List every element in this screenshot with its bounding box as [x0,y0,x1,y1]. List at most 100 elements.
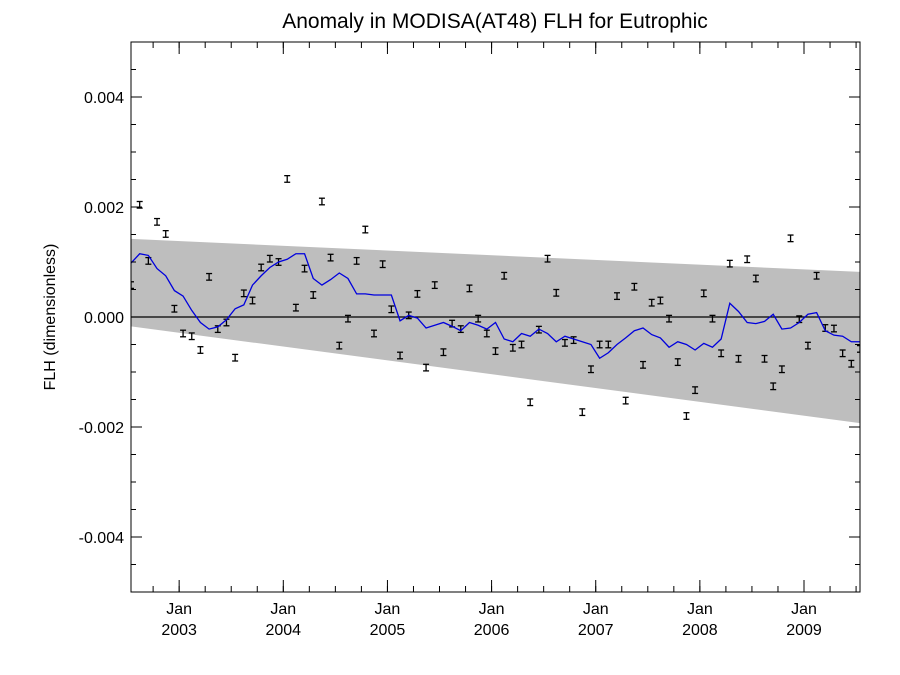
error-bar-point [206,272,213,281]
error-bar-point [718,349,725,358]
error-bar-point [197,346,204,354]
y-tick-label: -0.004 [79,530,124,547]
error-bar-point [518,340,525,349]
error-bar-point [570,336,577,345]
y-tick-label: 0.000 [84,310,124,327]
error-bar-point [397,351,404,360]
x-tick-year-label: 2003 [161,622,197,639]
x-tick-year-label: 2008 [682,622,718,639]
error-bar-point [813,271,820,280]
error-bar-point [596,340,603,349]
error-bar-point [232,353,239,362]
error-bar-point [509,343,516,352]
error-bar-point [431,281,438,290]
error-bar-point [544,254,551,263]
plot-area [131,174,860,424]
error-bar-point [657,296,664,305]
error-bar-point [131,281,134,290]
x-tick-year-label: 2006 [474,622,510,639]
error-bar-point [744,255,751,264]
error-bar-point [735,354,742,363]
error-bar-point [440,348,447,357]
error-bar-point [258,263,265,272]
x-tick-year-label: 2009 [786,622,822,639]
error-bar-point [501,271,508,280]
error-bar-point [770,382,777,391]
error-bar-series [131,174,860,420]
chart-title: Anomaly in MODISA(AT48) FLH for Eutrophi… [282,10,708,33]
error-bar-point [640,360,647,369]
error-bar-point [527,398,534,407]
error-bar-point [839,349,846,358]
smoothed-line [131,253,860,360]
error-bar-point [344,314,351,323]
error-bar-point [666,314,673,323]
x-tick-month-label: Jan [583,601,609,618]
error-bar-point [362,225,369,234]
error-bar-point [648,298,655,307]
error-bar-point [752,274,759,283]
error-bar-point [327,253,334,262]
error-bar-point [240,289,247,298]
error-bar-point [622,396,629,405]
error-bar-point [475,314,482,323]
confidence-band [131,238,860,424]
error-bar-point [492,347,499,356]
axes: -0.004 -0.002 0.000 0.002 0.004 Jan 2003 Jan 200… [79,41,861,639]
error-bar-point [483,329,490,338]
x-tick-year-label: 2005 [370,622,406,639]
x-tick-month-label: Jan [166,601,192,618]
y-tick-label: 0.002 [84,200,124,217]
x-tick-month-label: Jan [270,601,296,618]
error-bar-point [466,284,473,293]
error-bar-point [614,292,620,301]
error-bar-point [249,296,256,305]
error-bar-point [778,365,785,374]
error-bar-point [804,341,811,350]
error-bar-point [579,408,586,417]
error-bar-point [388,305,395,314]
error-bar-point [553,288,560,297]
error-bar-point [683,412,690,420]
error-bar-point [709,314,716,323]
error-bar-point [761,354,768,363]
error-bar-point [379,260,386,269]
x-tick-month-label: Jan [687,601,713,618]
x-tick-year-label: 2004 [265,622,301,639]
error-bar-point [857,344,860,353]
error-bar-point [301,264,308,273]
error-bar-point [631,282,638,291]
error-bar-point [700,289,707,298]
x-tick-month-label: Jan [791,601,817,618]
error-bar-point [292,303,299,312]
error-bar-point [848,359,855,368]
error-bar-point [318,197,325,206]
x-tick-year-label: 2007 [578,622,614,639]
error-bar-point [830,324,837,333]
error-bar-point [266,254,273,263]
error-bar-point [171,304,178,313]
error-bar-point [162,229,169,238]
error-bar-point [726,259,733,268]
error-bar-point [336,341,343,350]
error-bar-point [561,338,568,347]
y-axis-label: FLH (dimensionless) [42,244,59,391]
error-bar-point [310,291,317,299]
error-bar-point [154,217,161,226]
error-bar-point [180,329,187,338]
error-bar-point [353,256,360,265]
y-tick-label: -0.002 [79,420,124,437]
error-bar-point [188,332,195,341]
error-bar-point [414,289,421,298]
x-tick-month-label: Jan [479,601,505,618]
error-bar-point [674,358,681,367]
error-bar-point [284,174,291,183]
error-bar-point [787,234,794,243]
error-bar-point [371,329,377,338]
error-bar-point [605,340,612,349]
error-bar-point [692,386,699,395]
y-tick-label: 0.004 [84,90,124,107]
x-tick-month-label: Jan [375,601,401,618]
error-bar-point [423,363,430,372]
